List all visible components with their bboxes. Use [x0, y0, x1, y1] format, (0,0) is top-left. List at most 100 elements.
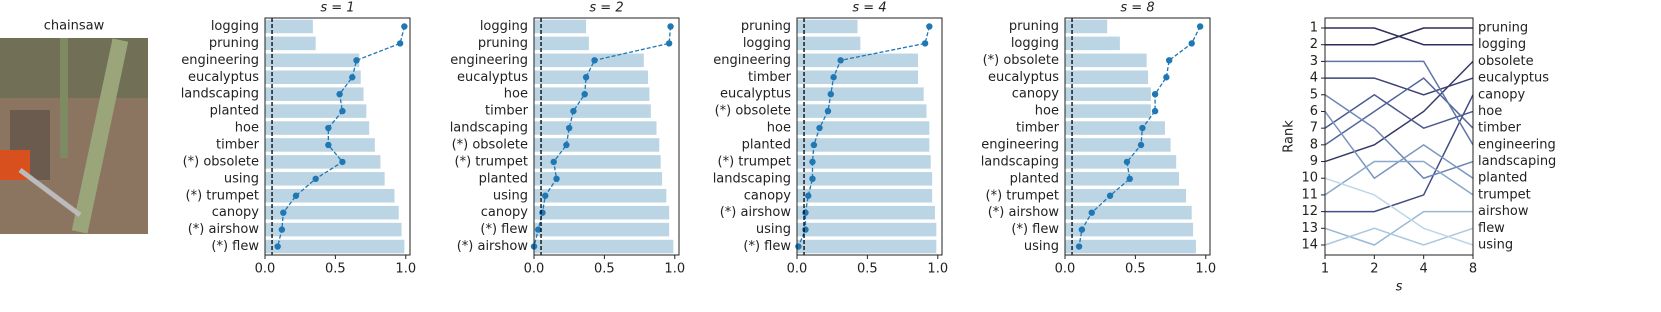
legend-label: pruning	[1478, 21, 1528, 36]
x-tick-label: 0.0	[255, 262, 276, 277]
bar	[265, 172, 385, 186]
y-tick-label: engineering	[713, 53, 791, 68]
legend-label: canopy	[1478, 87, 1526, 102]
score-dot	[1078, 226, 1086, 233]
rank-line	[1324, 160, 1474, 196]
x-tick-label: 2	[1370, 262, 1378, 277]
rank-line	[1324, 94, 1474, 180]
score-dot	[535, 226, 542, 233]
score-dot	[802, 226, 809, 233]
score-dot	[1188, 40, 1195, 47]
bar	[265, 19, 313, 34]
bar	[534, 70, 649, 85]
legend-label: trumpet	[1478, 187, 1531, 202]
score-dot	[1137, 141, 1145, 149]
bar	[797, 138, 930, 152]
score-dot	[336, 90, 343, 98]
bar	[265, 138, 375, 152]
bar	[797, 104, 927, 118]
y-tick-label: pruning	[478, 36, 528, 51]
x-tick-label: 1	[1321, 262, 1329, 277]
y-tick-label: pruning	[1009, 19, 1059, 34]
bar	[1065, 222, 1194, 237]
y-tick-label: hoe	[767, 121, 791, 136]
y-tick-label: engineering	[981, 137, 1059, 152]
x-tick-label: 0.5	[857, 262, 878, 277]
bar	[797, 205, 935, 220]
y-tick-label: 8	[1310, 137, 1318, 152]
y-tick-label: (*) obsolete	[983, 53, 1059, 68]
y-tick-label: landscaping	[981, 154, 1059, 169]
y-tick-label: hoe	[1035, 104, 1059, 119]
bar	[534, 19, 587, 34]
y-tick-label: canopy	[1012, 87, 1060, 102]
score-dot	[280, 209, 287, 216]
y-tick-label: 9	[1310, 154, 1318, 169]
x-tick-label: 8	[1469, 262, 1477, 277]
bar	[1065, 19, 1108, 34]
y-tick-label: (*) airshow	[188, 222, 260, 237]
bar	[1065, 104, 1151, 118]
score-dot	[581, 90, 588, 98]
rank-line	[1324, 177, 1474, 246]
y-tick-label: (*) trumpet	[986, 188, 1059, 203]
bar	[534, 53, 644, 68]
y-tick-label: planted	[210, 104, 259, 119]
y-tick-label: 7	[1310, 121, 1318, 136]
y-tick-label: (*) trumpet	[186, 188, 259, 203]
score-dot	[824, 107, 832, 115]
y-tick-label: (*) trumpet	[455, 154, 528, 169]
y-tick-label: 12	[1301, 204, 1318, 219]
y-tick-label: timber	[1016, 121, 1060, 136]
score-dot	[926, 23, 933, 30]
y-tick-label: 2	[1310, 37, 1318, 52]
bar	[534, 87, 650, 101]
score-dot	[827, 90, 834, 98]
score-dot	[837, 57, 844, 64]
legend-label: logging	[1478, 37, 1526, 52]
y-tick-label: eucalyptus	[720, 87, 791, 102]
y-tick-label: (*) obsolete	[715, 104, 791, 119]
y-tick-label: 5	[1310, 87, 1318, 102]
y-tick-label: timber	[216, 137, 260, 152]
score-dot	[591, 57, 598, 64]
y-tick-label: using	[1024, 239, 1059, 254]
score-dot	[312, 175, 319, 183]
bar	[1065, 205, 1192, 220]
score-dot	[802, 209, 809, 216]
y-tick-label: 1	[1310, 21, 1318, 36]
bar	[797, 87, 924, 101]
bar	[534, 104, 651, 118]
score-dot	[539, 209, 546, 216]
y-tick-label: 13	[1301, 221, 1318, 236]
bar	[1065, 36, 1120, 51]
bar	[265, 155, 381, 169]
y-tick-label: (*) airshow	[988, 205, 1060, 220]
legend-label: flew	[1478, 221, 1505, 236]
bar	[265, 53, 360, 68]
bar	[797, 121, 930, 135]
score-dot	[325, 124, 332, 132]
y-tick-label: canopy	[481, 205, 529, 220]
y-tick-label: 11	[1301, 187, 1318, 202]
score-dot	[795, 243, 802, 250]
bar	[534, 172, 663, 186]
axes-frame	[533, 17, 680, 256]
score-dot	[1075, 243, 1083, 250]
y-tick-label: canopy	[744, 188, 792, 203]
bar	[265, 104, 367, 118]
bar	[265, 36, 316, 51]
bar	[1065, 121, 1165, 135]
x-tick-label: 1.0	[1195, 262, 1216, 277]
bar	[534, 188, 667, 203]
score-dot	[667, 23, 674, 30]
legend-label: timber	[1478, 121, 1522, 136]
y-tick-label: using	[756, 222, 791, 237]
score-dot	[274, 243, 281, 250]
x-tick-label: 0.5	[1125, 262, 1146, 277]
y-tick-label: (*) flew	[1011, 222, 1059, 237]
score-dot	[339, 158, 346, 166]
panel-title: s = 4	[852, 1, 886, 16]
score-dot	[292, 192, 300, 199]
